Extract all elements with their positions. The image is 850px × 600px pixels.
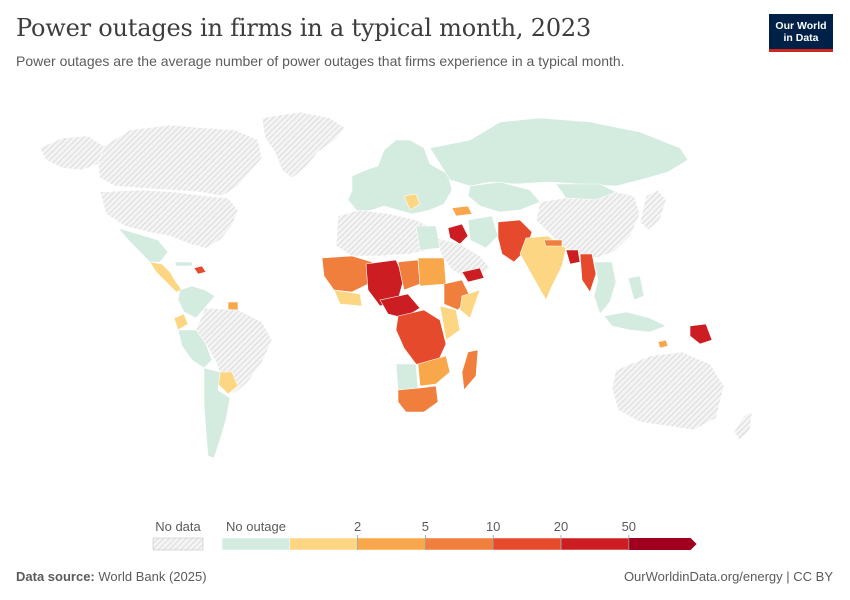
region-yemen[interactable] (461, 267, 485, 283)
region-southeast-asia[interactable] (593, 261, 617, 315)
legend-tick-label-2: 10 (486, 519, 500, 534)
region-united-states[interactable] (99, 189, 239, 249)
region-russia[interactable] (429, 117, 689, 187)
legend-color-bins (221, 537, 697, 551)
legend-bin-2[interactable] (357, 537, 426, 551)
legend-tick-label-0: 2 (354, 519, 361, 534)
legend-no-data-swatch[interactable] (152, 537, 204, 551)
legend-no-data-label: No data (155, 519, 201, 534)
region-iran[interactable] (467, 215, 499, 249)
legend-tick-labels: 2 5 10 20 50 (354, 519, 636, 550)
region-coastal-west[interactable] (333, 289, 363, 307)
region-egypt[interactable] (415, 225, 441, 251)
region-argentina[interactable] (203, 367, 231, 459)
region-japan[interactable] (639, 189, 667, 231)
region-alaska[interactable] (39, 135, 105, 171)
region-canada[interactable] (97, 124, 263, 197)
legend-bin-6[interactable] (628, 538, 697, 550)
region-sudan[interactable] (417, 257, 447, 287)
region-iraq[interactable] (447, 223, 469, 245)
region-png[interactable] (689, 323, 713, 345)
region-caribbean[interactable] (193, 265, 207, 275)
region-australia[interactable] (611, 351, 725, 431)
region-caribbean-2[interactable] (174, 261, 193, 267)
legend-tick-label-4: 50 (622, 519, 636, 534)
chart-subtitle: Power outages are the average number of … (16, 53, 625, 69)
region-ecuador[interactable] (173, 313, 189, 331)
region-east-africa[interactable] (439, 305, 461, 341)
region-madagascar[interactable] (461, 349, 479, 391)
legend-tick-label-3: 20 (554, 519, 568, 534)
region-timor[interactable] (657, 339, 669, 349)
source-label: Data source: (16, 569, 95, 584)
legend-tick-label-1: 5 (422, 519, 429, 534)
legend-no-outage-label: No outage (226, 519, 286, 534)
credit-link[interactable]: OurWorldinData.org/energy | CC BY (623, 569, 833, 584)
region-central-africa[interactable] (395, 309, 447, 367)
data-source: Data source: World Bank (2025) (16, 569, 207, 584)
region-west-africa[interactable] (321, 255, 373, 293)
region-bangladesh[interactable] (565, 249, 581, 265)
owid-logo[interactable]: Our World in Data (769, 14, 833, 52)
chart-title: Power outages in firms in a typical mont… (16, 14, 592, 42)
source-value[interactable]: World Bank (2025) (98, 569, 207, 584)
region-zambia-mozambique[interactable] (417, 355, 451, 387)
legend-bin-3[interactable] (425, 537, 494, 551)
region-new-zealand[interactable] (733, 411, 753, 441)
region-mexico[interactable] (117, 227, 169, 263)
world-map[interactable] (0, 95, 850, 475)
region-south-africa[interactable] (397, 385, 439, 413)
region-indonesia[interactable] (603, 311, 667, 333)
region-central-america[interactable] (149, 261, 183, 293)
region-nepal[interactable] (543, 239, 563, 247)
region-philippines[interactable] (627, 275, 645, 301)
legend-bin-5[interactable] (560, 537, 630, 551)
legend-bin-0[interactable] (221, 537, 291, 551)
region-caucasus[interactable] (451, 205, 473, 217)
region-myanmar[interactable] (579, 253, 597, 293)
region-balkans[interactable] (403, 193, 421, 211)
region-central-asia[interactable] (467, 181, 541, 213)
logo-line-2: in Data (783, 32, 819, 44)
map-legend: No data No outage 2 5 10 20 50 (152, 519, 697, 551)
legend-bin-1[interactable] (289, 537, 358, 551)
region-angola[interactable] (395, 363, 419, 391)
logo-line-1: Our World (775, 20, 827, 32)
region-somalia[interactable] (459, 289, 481, 319)
region-greenland[interactable] (261, 111, 346, 179)
region-peru[interactable] (177, 329, 213, 369)
legend-bin-4[interactable] (492, 537, 562, 551)
